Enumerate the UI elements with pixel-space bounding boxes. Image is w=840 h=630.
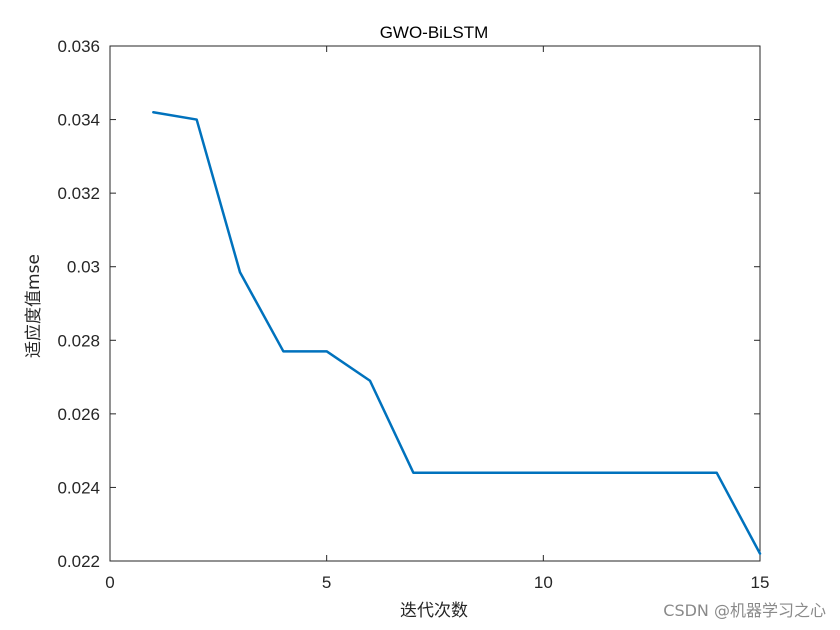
y-tick-label: 0.034	[57, 111, 100, 130]
series-line	[152, 110, 762, 555]
x-tick-label: 10	[534, 573, 553, 592]
chart-title: GWO-BiLSTM	[380, 23, 489, 42]
y-tick-label: 0.028	[57, 331, 100, 350]
y-axis-ticks: 0.022 0.024 0.026 0.028 0.03 0.032 0.034 0.036	[57, 37, 760, 571]
y-tick-label: 0.022	[57, 552, 100, 571]
y-tick-label: 0.026	[57, 405, 100, 424]
y-tick-label: 0.03	[67, 258, 100, 277]
plot-frame	[109, 45, 761, 562]
plot-area	[109, 45, 761, 562]
y-tick-label: 0.032	[57, 184, 100, 203]
y-axis-label: 适应度值mse	[24, 254, 44, 358]
x-tick-label: 5	[322, 573, 331, 592]
watermark-text: CSDN @机器学习之心	[663, 601, 826, 620]
x-tick-label: 0	[105, 573, 114, 592]
x-axis-label: 迭代次数	[400, 601, 468, 621]
series-layer	[152, 110, 762, 555]
y-tick-label: 0.036	[57, 37, 100, 56]
x-axis-ticks: 0 5 10 15	[105, 46, 769, 592]
x-tick-label: 15	[751, 573, 770, 592]
y-tick-label: 0.024	[57, 478, 100, 497]
